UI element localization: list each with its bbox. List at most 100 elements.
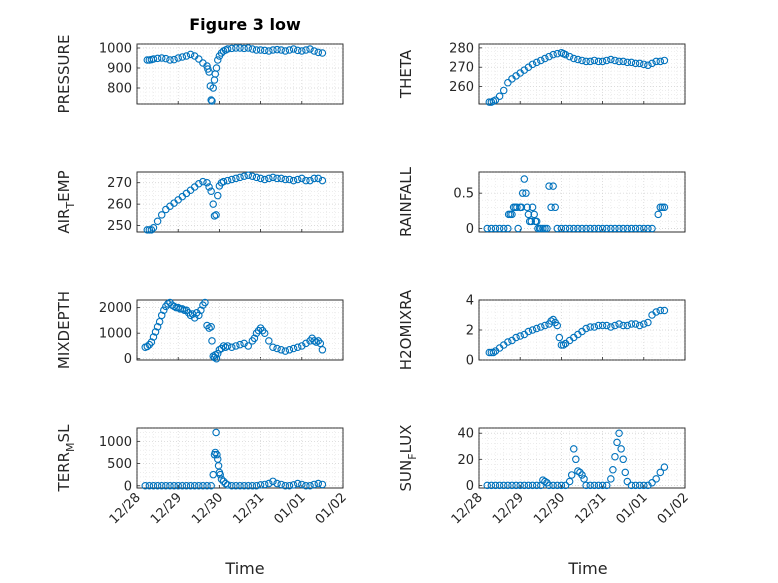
data-point (565, 224, 574, 233)
data-point (318, 480, 327, 489)
data-point (619, 224, 627, 233)
data-point (197, 306, 205, 314)
data-point (212, 64, 221, 72)
data-point (532, 324, 541, 333)
data-point (495, 224, 504, 233)
data-point (514, 224, 522, 233)
data-point (499, 481, 508, 490)
y-tick-label: 0 (466, 222, 474, 237)
data-point (157, 211, 166, 219)
axes-box (136, 43, 344, 105)
data-point (293, 175, 302, 184)
y-tick-label: 800 (107, 82, 132, 97)
data-point (561, 224, 570, 233)
data-point (217, 475, 226, 483)
data-point (635, 321, 644, 330)
data-point (166, 482, 174, 490)
data-point (523, 203, 531, 212)
data-point (232, 342, 240, 350)
data-point (524, 481, 533, 490)
data-point (598, 321, 607, 330)
axes-box (478, 427, 686, 489)
y-tick-label: 0.5 (453, 187, 474, 202)
data-point (208, 97, 216, 105)
data-point (157, 54, 166, 62)
data-point (314, 48, 323, 57)
data-point (532, 217, 541, 226)
data-point (580, 475, 588, 483)
y-tick-label: 270 (107, 176, 132, 191)
data-point (269, 477, 277, 486)
data-point (281, 175, 290, 184)
data-point (157, 311, 166, 320)
x-tick-label: 12/30 (531, 490, 568, 527)
data-point (602, 56, 611, 65)
data-point (582, 324, 590, 333)
data-point (547, 317, 555, 325)
data-point (174, 54, 182, 62)
data-point (232, 44, 240, 52)
data-point (623, 58, 632, 67)
y-tick-label: 2 (466, 324, 474, 339)
data-point (578, 471, 586, 479)
data-point (557, 341, 566, 349)
data-point (528, 326, 537, 334)
data-point (508, 481, 516, 490)
data-point (318, 49, 327, 57)
data-point (512, 333, 520, 342)
data-point (199, 482, 207, 490)
data-point (631, 320, 640, 328)
data-point (537, 323, 545, 331)
data-point (611, 224, 619, 233)
data-point (572, 455, 580, 464)
data-point (532, 58, 541, 67)
data-point (565, 477, 574, 486)
data-point (586, 224, 594, 233)
data-point (615, 57, 623, 66)
x-tick-label: 01/01 (272, 490, 309, 527)
data-point (627, 320, 636, 328)
data-point (504, 481, 512, 490)
data-point (310, 174, 318, 183)
data-point (240, 482, 248, 490)
data-point (209, 200, 217, 208)
data-point (265, 337, 273, 345)
data-point (281, 482, 290, 490)
data-point (557, 224, 566, 233)
data-point (635, 59, 644, 68)
data-point (553, 481, 562, 490)
data-point (223, 342, 232, 350)
data-point (555, 333, 564, 342)
subplot-mixdepth: 0 1000 2000 MIXDEPTH (55, 291, 344, 369)
data-point (281, 347, 290, 355)
data-point (151, 328, 160, 336)
data-point (149, 482, 158, 490)
y-tick-label: 0 (466, 354, 474, 369)
data-point (590, 481, 599, 490)
data-point (256, 481, 265, 489)
data-point (281, 47, 290, 55)
data-point (195, 311, 203, 320)
data-point (302, 46, 310, 54)
data-point (318, 346, 327, 354)
data-point (586, 57, 594, 66)
data-point (153, 323, 162, 331)
data-point (635, 224, 644, 233)
data-point (652, 475, 660, 483)
data-point (214, 56, 222, 64)
data-point (619, 57, 627, 66)
data-point (551, 203, 559, 212)
data-point (543, 224, 551, 233)
x-tick-label: 01/02 (655, 490, 692, 527)
data-point (567, 471, 576, 479)
y-tick-label: 270 (449, 61, 474, 76)
data-point (298, 47, 306, 55)
data-point (648, 224, 656, 233)
data-point (178, 482, 187, 490)
data-point (607, 224, 615, 233)
data-point (495, 92, 504, 101)
data-point (236, 340, 244, 349)
data-point (260, 175, 269, 184)
subplot-sun_flux: 0 20 40 SUNFLUX 12/28 12/29 12/30 12/31 01/01 01/… (397, 425, 692, 528)
